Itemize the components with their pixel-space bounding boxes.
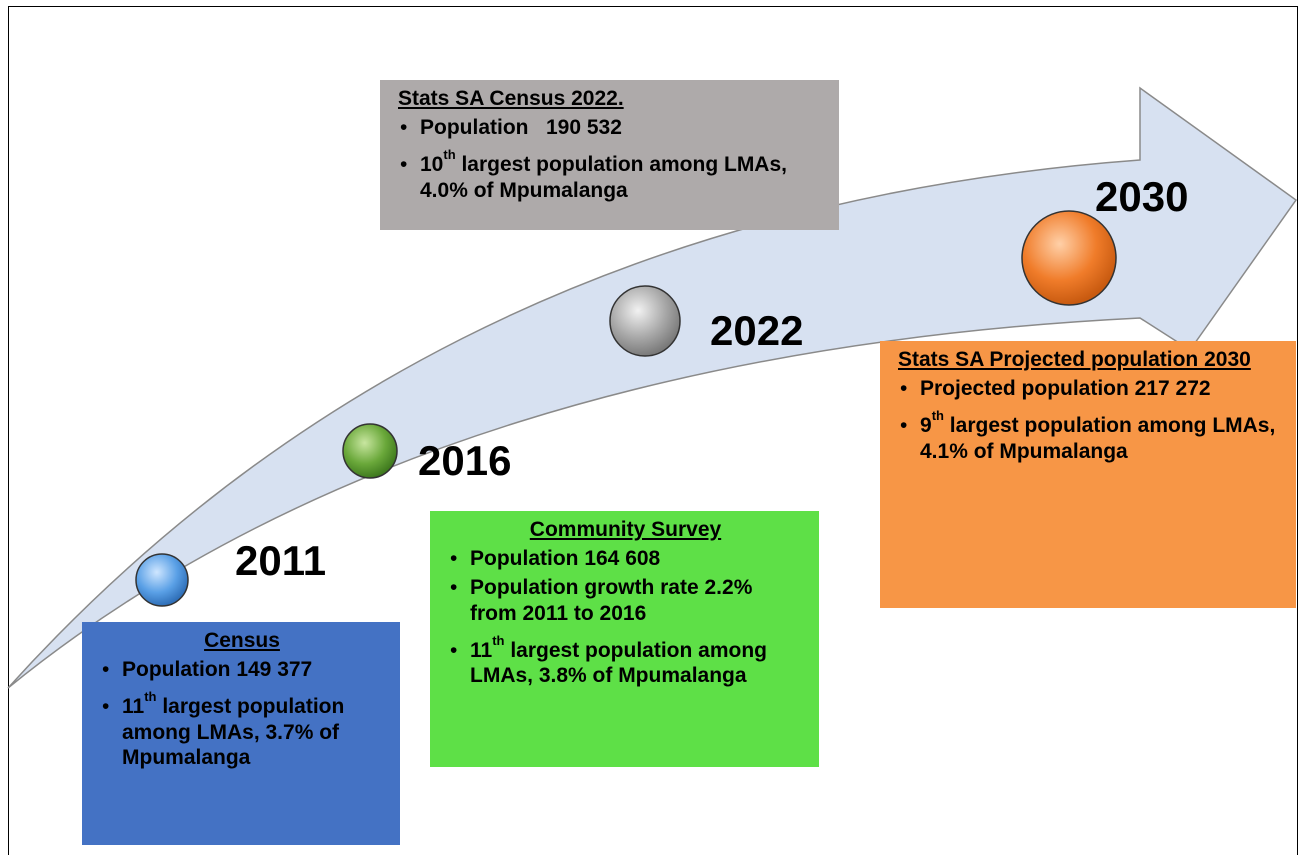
bullet-text: Population 190 532	[420, 116, 622, 140]
bullet: Projected population 217 272	[898, 376, 1280, 401]
arrow	[7, 86, 1298, 689]
bullet: Population 149 377	[100, 657, 384, 682]
milestone-dot	[609, 285, 681, 357]
info-box: Community Survey Population 164 608 Popula…	[430, 511, 819, 767]
bullet-text: Projected population 217 272	[920, 377, 1211, 401]
info-box: Stats SA Census 2022. Population 190 532 1…	[380, 80, 839, 230]
superscript: th	[144, 689, 157, 705]
milestone-dot	[135, 553, 189, 607]
superscript: th	[443, 147, 456, 163]
year-label: 2022	[710, 307, 804, 354]
bullet: Population growth rate 2.2% from 2011 to…	[448, 575, 803, 625]
bullet: 11th largest population among LMAs, 3.8%…	[448, 634, 803, 688]
box-title: Census	[204, 629, 280, 652]
year-label: 2030	[1095, 173, 1189, 220]
box-title: Stats SA Census 2022.	[398, 87, 624, 110]
bullet-text: largest population among LMAs, 3.8% of M…	[470, 638, 773, 687]
info-box: Stats SA Projected population 2030 Projec…	[880, 341, 1296, 608]
bullet-number: 11	[470, 638, 493, 662]
superscript: th	[492, 632, 505, 648]
box-title: Community Survey	[529, 518, 722, 541]
year-label: 2016	[418, 437, 512, 484]
milestone-dot	[342, 423, 398, 479]
milestone-dot	[1021, 210, 1117, 306]
info-box: Census Population 149 377 11th largest pop…	[82, 622, 400, 845]
box-title: Stats SA Projected population 2030	[898, 348, 1251, 371]
bullet: 9th largest population among LMAs, 4.1% …	[898, 409, 1282, 463]
bullet-number: 9	[920, 414, 932, 438]
bullet: Population 190 532	[398, 115, 823, 140]
bullet-text: largest population among LMAs, 4.0% of M…	[420, 153, 793, 202]
bullet-number: 11	[122, 695, 145, 719]
year-label: 2011	[235, 537, 327, 584]
bullet: 10th largest population among LMAs, 4.0%…	[398, 148, 823, 202]
bullet-number: 10	[420, 153, 444, 177]
bullet-text: largest population among LMAs, 3.7% of M…	[122, 695, 351, 769]
bullet: Population 164 608	[448, 546, 803, 571]
bullet-text: Population 164 608	[470, 547, 661, 571]
bullet-text: largest population among LMAs, 4.1% of M…	[920, 414, 1282, 463]
bullet: 11th largest population among LMAs, 3.7%…	[100, 690, 384, 770]
bullet-text: Population growth rate 2.2% from 2011 to…	[470, 576, 759, 625]
superscript: th	[931, 408, 944, 424]
bullet-text: Population 149 377	[122, 658, 313, 682]
